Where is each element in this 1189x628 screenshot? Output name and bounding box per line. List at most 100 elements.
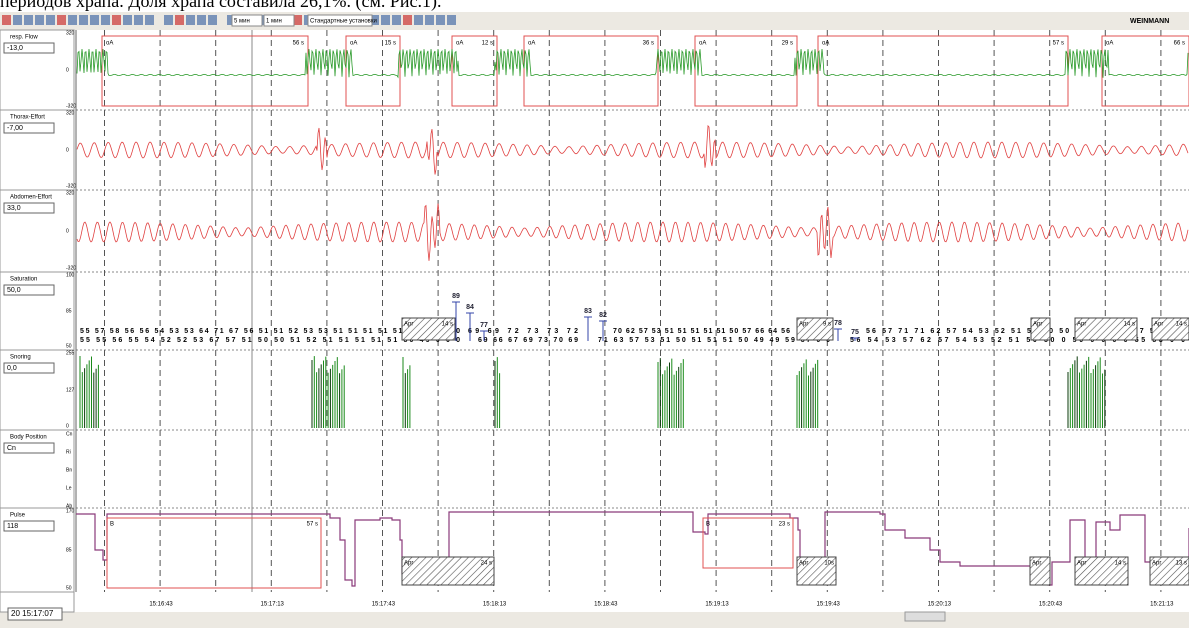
toolbar-button[interactable] <box>392 15 401 25</box>
pulse-desat-box <box>796 556 837 586</box>
apnea-duration: 15 s <box>385 41 396 47</box>
toolbar-button[interactable] <box>197 15 206 25</box>
pulse-desat-label: Apr <box>404 561 413 567</box>
thorax-wave <box>76 124 1189 175</box>
toolbar-button[interactable] <box>68 15 77 25</box>
toolbar-button[interactable] <box>447 15 456 25</box>
flow-wave <box>76 48 1189 79</box>
toolbar-button[interactable] <box>90 15 99 25</box>
scale-label: -320 <box>66 265 76 271</box>
apnea-label: oA <box>699 41 706 47</box>
scale-label: Le <box>66 485 72 491</box>
desat-box <box>1151 317 1189 341</box>
desat-peak: 75 <box>851 329 859 336</box>
pulse-desat-box <box>1074 556 1129 586</box>
scale-label: -320 <box>66 183 76 189</box>
channel-value-box[interactable] <box>3 122 55 134</box>
dropdown[interactable] <box>307 14 373 27</box>
pulse-event-label: B <box>110 522 114 528</box>
status-bar <box>0 612 1189 628</box>
toolbar-button[interactable] <box>134 15 143 25</box>
toolbar-button[interactable] <box>79 15 88 25</box>
channel-value: 0,0 <box>7 365 17 372</box>
toolbar-button[interactable] <box>101 15 110 25</box>
toolbar-button[interactable] <box>46 15 55 25</box>
toolbar-button[interactable] <box>186 15 195 25</box>
desat-box <box>1030 317 1051 341</box>
saturation-values: 69 66 67 69 73 70 69 <box>478 337 578 344</box>
caption: периодов храпа. Доля храпа составила 26,… <box>0 0 442 12</box>
apnea-duration: 29 s <box>782 41 793 47</box>
channel-value-box[interactable] <box>3 362 55 374</box>
channel-value: 50,0 <box>7 287 21 294</box>
apnea-duration: 66 s <box>1174 41 1185 47</box>
scale-label: 320 <box>66 110 75 116</box>
toolbar-button[interactable] <box>57 15 66 25</box>
channel-label: Pulse <box>10 513 26 519</box>
dropdown[interactable] <box>231 14 263 27</box>
toolbar-button[interactable] <box>175 15 184 25</box>
desat-peak: 83 <box>584 308 592 315</box>
apnea-label: oA <box>350 41 357 47</box>
toolbar-button[interactable] <box>2 15 11 25</box>
apnea-box <box>694 35 798 107</box>
pulse-desat-box <box>1149 556 1189 586</box>
toolbar-button[interactable] <box>425 15 434 25</box>
channel-value-box[interactable] <box>3 42 55 54</box>
pulse-desat-duration: 24 s <box>481 561 492 567</box>
toolbar-button[interactable] <box>24 15 33 25</box>
apnea-box <box>451 35 498 107</box>
apnea-label: oA <box>528 41 535 47</box>
toolbar-button[interactable] <box>145 15 154 25</box>
time-label: 15:20:43 <box>1039 602 1063 608</box>
pulse-desat-box <box>401 556 495 586</box>
saturation-values: 55 55 56 55 54 52 52 53 67 57 51 50 50 5… <box>80 337 460 344</box>
saturation-values: 69 69 72 73 73 72 <box>468 328 578 335</box>
apnea-box <box>1101 35 1189 107</box>
pulse-desat-duration: 13 s <box>1176 561 1187 567</box>
pulse-event-box <box>702 517 794 569</box>
toolbar-button[interactable] <box>403 15 412 25</box>
toolbar-button[interactable] <box>13 15 22 25</box>
channel-label: Abdomen-Effort <box>10 195 52 201</box>
channel-value-box[interactable] <box>3 442 55 454</box>
toolbar-button[interactable] <box>370 15 379 25</box>
toolbar-button[interactable] <box>164 15 173 25</box>
dropdown-text: Стандартные установки <box>310 19 377 25</box>
scale-label: Cn <box>66 431 73 437</box>
channel-value-box[interactable] <box>3 520 55 532</box>
scrollbar[interactable] <box>904 611 946 622</box>
channel-value: -13,0 <box>7 45 23 52</box>
dropdown-text: 5 мин <box>234 19 250 25</box>
time-label: 15:17:43 <box>372 602 396 608</box>
toolbar-button[interactable] <box>293 15 302 25</box>
toolbar-button[interactable] <box>123 15 132 25</box>
channel-value: 118 <box>7 523 18 530</box>
toolbar-button[interactable] <box>436 15 445 25</box>
apnea-box <box>523 35 659 107</box>
scale-label: 0 <box>66 228 69 234</box>
desat-label: Apr <box>1077 322 1086 328</box>
apnea-duration: 12 s <box>482 41 493 47</box>
scale-label: 0 <box>66 67 69 73</box>
channel-value: Cn <box>7 445 16 452</box>
desat-label: Apr <box>404 322 413 328</box>
toolbar-button[interactable] <box>112 15 121 25</box>
desat-duration: 14 s <box>1124 322 1135 328</box>
toolbar-button[interactable] <box>414 15 423 25</box>
desat-peak: 89 <box>452 293 460 300</box>
desat-peak: 78 <box>834 320 842 327</box>
scale-label: 320 <box>66 190 75 196</box>
toolbar-button[interactable] <box>35 15 44 25</box>
cursor-time-box[interactable] <box>7 607 63 621</box>
pulse-event-duration: 57 s <box>307 522 318 528</box>
time-label: 15:18:13 <box>483 602 507 608</box>
toolbar-button[interactable] <box>381 15 390 25</box>
desat-duration: 14 s <box>1176 322 1187 328</box>
dropdown[interactable] <box>263 14 295 27</box>
channel-value-box[interactable] <box>3 202 55 214</box>
channel-value-box[interactable] <box>3 284 55 296</box>
toolbar-button[interactable] <box>208 15 217 25</box>
scale-label: 255 <box>66 350 75 356</box>
